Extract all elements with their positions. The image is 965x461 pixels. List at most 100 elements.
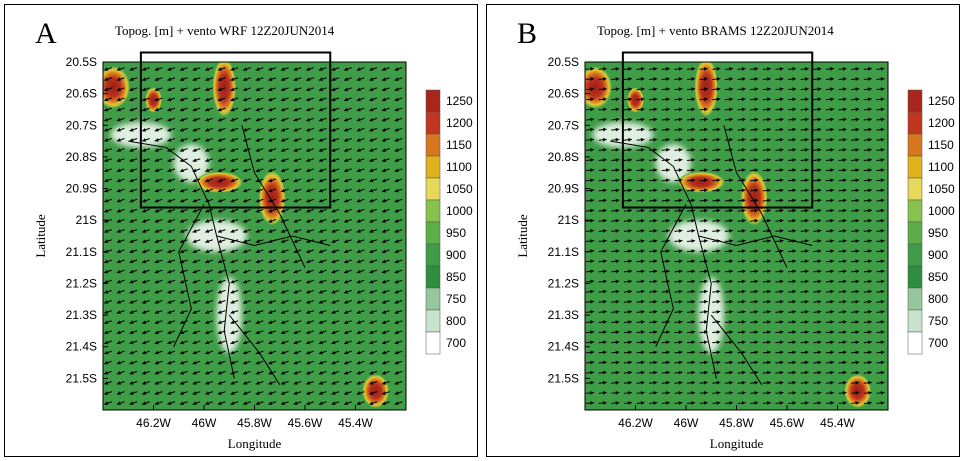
wind-arrow (192, 269, 201, 274)
wind-arrow (381, 330, 390, 335)
wind-arrow (104, 117, 112, 122)
wind-arrow (623, 188, 632, 193)
wind-arrow (762, 218, 771, 223)
wind-arrow (813, 350, 822, 355)
colorbar-swatch (425, 221, 441, 245)
wind-arrow (750, 269, 759, 274)
wind-arrow (268, 188, 277, 193)
wind-arrow (712, 340, 721, 345)
wind-arrow (598, 67, 607, 71)
wind-arrow (141, 117, 150, 122)
wind-arrow (762, 350, 771, 355)
wind-arrow (129, 330, 138, 335)
y-tick-label: 20.7S (548, 118, 579, 132)
wind-arrow (674, 299, 683, 304)
wind-arrow (863, 299, 872, 304)
wind-arrow (343, 188, 352, 193)
wind-arrow (104, 148, 112, 152)
wind-arrow (167, 320, 176, 325)
wind-arrow (750, 147, 759, 152)
wind-arrow (598, 87, 607, 92)
wind-arrow (775, 77, 784, 81)
wind-arrow (129, 208, 138, 213)
wind-arrow (154, 279, 163, 284)
wind-arrow (116, 350, 125, 355)
wind-arrow (230, 219, 239, 223)
terrain-peak (585, 66, 612, 108)
wind-arrow (636, 168, 645, 173)
wind-arrow (687, 249, 696, 254)
wind-arrow (611, 218, 620, 223)
wind-arrow (851, 259, 860, 264)
wind-arrow (343, 229, 352, 233)
wind-arrow (116, 249, 125, 254)
wind-arrow (674, 360, 683, 365)
wind-arrow (242, 310, 251, 314)
wind-arrow (192, 77, 201, 82)
wind-arrow (242, 289, 251, 294)
wind-arrow (586, 309, 595, 314)
wind-arrow (268, 340, 277, 345)
wind-arrow (724, 127, 733, 132)
wind-arrow (851, 168, 860, 173)
wind-arrow (141, 300, 150, 304)
colorbar-label: 950 (446, 226, 466, 240)
wind-arrow (192, 229, 201, 233)
wind-arrow (369, 300, 378, 304)
wind-arrow (179, 350, 188, 355)
wind-arrow (129, 138, 138, 142)
wind-arrow (343, 208, 352, 213)
wind-arrow (293, 350, 302, 355)
wind-arrow (268, 391, 277, 395)
wind-arrow (737, 350, 746, 355)
wind-arrow (394, 127, 403, 132)
wind-arrow (318, 198, 327, 203)
wind-arrow (381, 380, 390, 385)
wind-arrow (154, 350, 163, 355)
wind-arrow (661, 299, 670, 304)
wind-arrow (838, 97, 847, 102)
terrain-peak (362, 374, 389, 408)
wind-arrow (611, 168, 620, 173)
wind-arrow (306, 340, 314, 345)
wind-arrow (724, 178, 733, 183)
wind-arrow (636, 218, 645, 223)
wind-arrow (598, 127, 607, 132)
wind-arrow (863, 158, 872, 162)
wind-arrow (611, 350, 620, 355)
wind-arrow (649, 57, 657, 61)
wind-arrow (674, 269, 683, 274)
wind-arrow (800, 77, 809, 81)
wind-arrow (863, 77, 872, 81)
wind-arrow (381, 391, 390, 395)
wind-arrow (381, 289, 390, 294)
wind-arrow (167, 229, 176, 233)
wind-arrow (649, 67, 658, 71)
colorbar-label: 1100 (928, 160, 954, 174)
wind-arrow (381, 117, 390, 122)
wind-arrow (762, 320, 771, 324)
wind-arrow (255, 229, 264, 233)
wind-arrow (623, 350, 632, 355)
wind-arrow (863, 228, 872, 233)
wind-arrow (268, 289, 277, 294)
wind-arrow (394, 188, 403, 193)
wind-arrow (356, 330, 365, 335)
y-tick-label: 21S (558, 213, 579, 227)
wind-arrow (268, 350, 277, 355)
wind-arrow (318, 178, 327, 183)
wind-arrow (687, 218, 696, 223)
wind-arrow (724, 87, 733, 92)
wind-arrow (306, 148, 314, 152)
wind-arrow (712, 168, 721, 173)
wind-arrow (863, 168, 872, 173)
wind-arrow (775, 188, 784, 193)
wind-arrow (863, 188, 872, 193)
wind-arrow (623, 239, 632, 243)
wind-arrow (104, 380, 112, 385)
wind-arrow (217, 391, 226, 395)
wind-arrow (699, 239, 708, 243)
wind-arrow (331, 269, 340, 274)
wind-arrow (788, 87, 797, 92)
wind-arrow (825, 350, 834, 355)
